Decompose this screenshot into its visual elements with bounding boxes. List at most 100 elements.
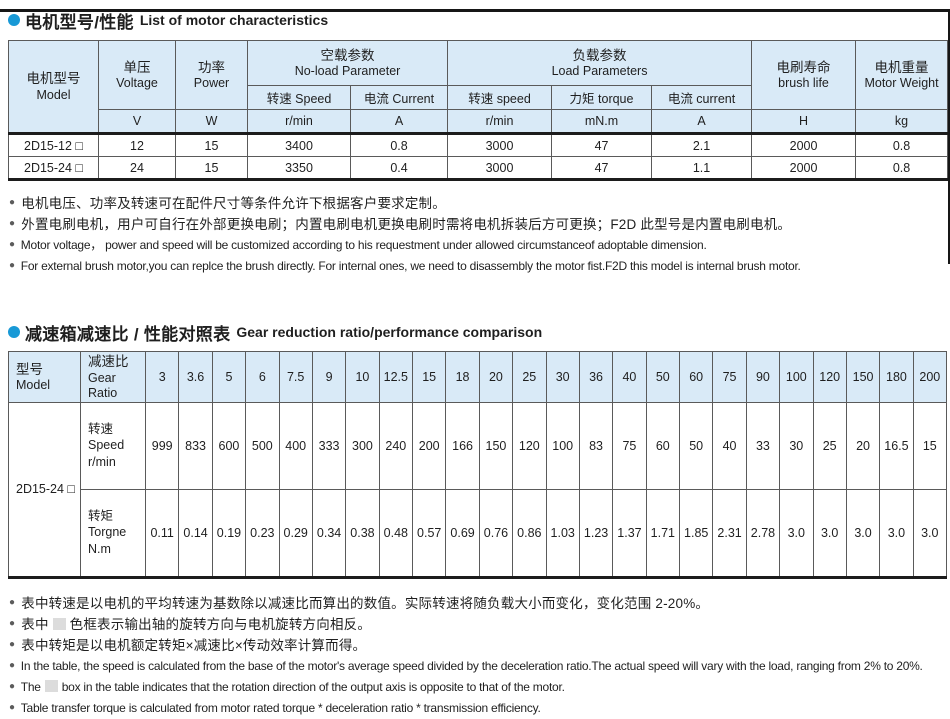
motor-notes-list: ● 电机电压、功率及转速可在配件尺寸等条件允许下根据客户要求定制。 ● 外置电刷电机，… [9,193,950,277]
gear-torque-value-cell: 2.31 [712,488,747,579]
cell-model: 2D15-24 □ [8,156,99,181]
subcol-load-speed: 转速 speed [447,85,553,110]
gear-ratio-header-cell: 3.6 [178,351,213,403]
note-text: Table transfer torque is calculated from… [20,700,541,715]
row-label-torque: 转矩 Torgne N.m [80,488,146,579]
gear-ratio-header-cell: 12.5 [378,351,414,403]
gear-ratio-header-cell: 150 [845,351,881,403]
note-item: ● The box in the table indicates that the … [9,677,950,698]
gear-speed-value-cell: 600 [211,401,247,490]
motor-characteristics-table: 电机型号 Model 单压 Voltage 功率 Power 空载参数 No-l… [8,40,949,181]
cell-noload-speed: 3350 [247,156,351,181]
note-text: The box in the table indicates that the r… [20,679,565,694]
gear-speed-value-cell: 500 [245,401,280,490]
gear-speed-value-cell: 50 [678,401,714,490]
note-text: 电机电压、功率及转速可在配件尺寸等条件允许下根据客户要求定制。 [21,196,446,211]
col-header-model: 电机型号 Model [8,40,99,135]
gear-torque-value-cell: 0.86 [512,488,547,579]
note-bullet-icon: ● [9,596,16,608]
page-top-border [0,9,950,12]
gear-ratio-header-cell: 5 [211,351,247,403]
note-bullet-icon: ● [9,680,15,692]
gear-notes-list: ● 表中转速是以电机的平均转速为基数除以减速比而算出的数值。实际转速将随负载大小而… [9,593,950,719]
gear-ratio-header-cell: 36 [578,351,614,403]
section-bullet-icon [8,14,20,26]
gear-reduction-table: 型号 Model 减速比 Gear Ratio 3 3.6 5 6 7.5 9 10 12.5… [8,351,948,579]
table-row-2d15-24: 2D15-24 □ 24 15 3350 0.4 3000 47 1.1 200… [8,156,949,181]
gear-speed-value-cell: 833 [178,401,213,490]
gear-torque-value-cell: 0.57 [411,488,447,579]
note-item: ● 外置电刷电机，用户可自行在外部更换电刷；内置电刷电机更换电刷时需将电机拆装后方… [9,214,950,235]
col-header-power: 功率 Power [175,40,248,110]
gear-ratio-header-cell: 20 [478,351,514,403]
cell-load-torque: 47 [551,133,653,157]
gear-speed-value-cell: 30 [779,401,814,490]
gear-torque-value-cell: 1.71 [645,488,681,579]
section1-title-zh: 电机型号/性能 [25,12,134,32]
gear-torque-value-cell: 0.23 [245,488,280,579]
gear-ratio-header-cell: 90 [745,351,781,403]
note-item: ● Motor voltage， power and speed will be … [9,235,950,256]
unit-load-current: A [651,109,753,135]
unit-brush-life: H [751,109,857,135]
reversed-color-swatch [44,679,58,692]
gear-torque-value-cell: 1.03 [545,488,580,579]
gear-torque-value-cell: 0.14 [178,488,213,579]
cell-load-speed: 3000 [447,156,553,181]
unit-motor-weight: kg [855,109,949,135]
col-header-motor-weight: 电机重量 Motor Weight [855,40,949,110]
note-item: ● 电机电压、功率及转速可在配件尺寸等条件允许下根据客户要求定制。 [9,193,950,214]
gear-torque-value-cell: 3.0 [879,488,914,579]
col-header-gear-ratio: 减速比 Gear Ratio [80,351,146,403]
gear-speed-value-cell: 60 [645,401,681,490]
note-text: 表中转矩是以电机额定转矩×减速比×传动效率计算而得。 [21,637,367,653]
note-item: ● In the table, the speed is calculated f… [9,656,950,677]
gear-speed-value-cell: 20 [845,401,881,490]
cell-motor-weight: 0.8 [855,133,949,157]
note-item: ● For external brush motor,you can replce… [9,256,950,277]
gear-torque-value-cell: 0.11 [144,488,180,579]
gear-ratio-header-cell: 50 [645,351,681,403]
gear-ratio-header-cell: 180 [879,351,914,403]
cell-voltage: 24 [98,156,176,181]
note-bullet-icon: ● [9,617,16,629]
gear-ratio-header-cell: 18 [445,351,480,403]
gear-speed-value-cell: 15 [912,401,948,490]
gear-speed-value-cell: 200 [411,401,447,490]
gear-speed-value-cell: 40 [712,401,747,490]
gear-speed-value-cell: 75 [612,401,647,490]
note-bullet-icon: ● [9,701,15,713]
note-item: ● 表中 色框表示输出轴的旋转方向与电机旋转方向相反。 [9,614,950,635]
gear-torque-value-cell: 1.37 [612,488,647,579]
cell-load-speed: 3000 [447,133,553,157]
gear-torque-value-cell: 0.69 [445,488,480,579]
row-label-speed: 转速 Speed r/min [80,401,146,490]
gear-torque-value-cell: 3.0 [912,488,948,579]
gear-torque-value-cell: 2.78 [745,488,781,579]
gear-torque-value-cell: 0.34 [311,488,347,579]
note-text: 外置电刷电机，用户可自行在外部更换电刷；内置电刷电机更换电刷时需将电机拆装后方可… [21,217,792,232]
gear-ratio-header-cell: 6 [245,351,280,403]
gear-torque-value-cell: 1.23 [578,488,614,579]
col-header-voltage: 单压 Voltage [98,40,176,110]
cell-brush-life: 2000 [751,156,857,181]
reversed-color-swatch [52,617,66,630]
gear-speed-value-cell: 400 [278,401,313,490]
gear-ratio-header-cell: 30 [545,351,580,403]
gear-torque-value-cell: 0.48 [378,488,414,579]
note-bullet-icon: ● [9,197,16,208]
gear-ratio-header-cell: 9 [311,351,347,403]
gear-ratio-header-cell: 25 [512,351,547,403]
note-text: For external brush motor,you can replce … [20,259,801,273]
gear-speed-value-cell: 999 [144,401,180,490]
gear-ratio-header-cell: 7.5 [278,351,313,403]
gear-ratio-header-cell: 15 [411,351,447,403]
cell-motor-weight: 0.8 [855,156,949,181]
section1-title-en: List of motor characteristics [139,12,329,28]
gear-speed-value-cell: 33 [745,401,781,490]
note-bullet-icon: ● [9,239,15,250]
gear-speed-value-cell: 100 [545,401,580,490]
gear-speed-value-cell: 240 [378,401,414,490]
col-header-model: 型号 Model [8,351,81,403]
page-right-border [948,9,950,264]
